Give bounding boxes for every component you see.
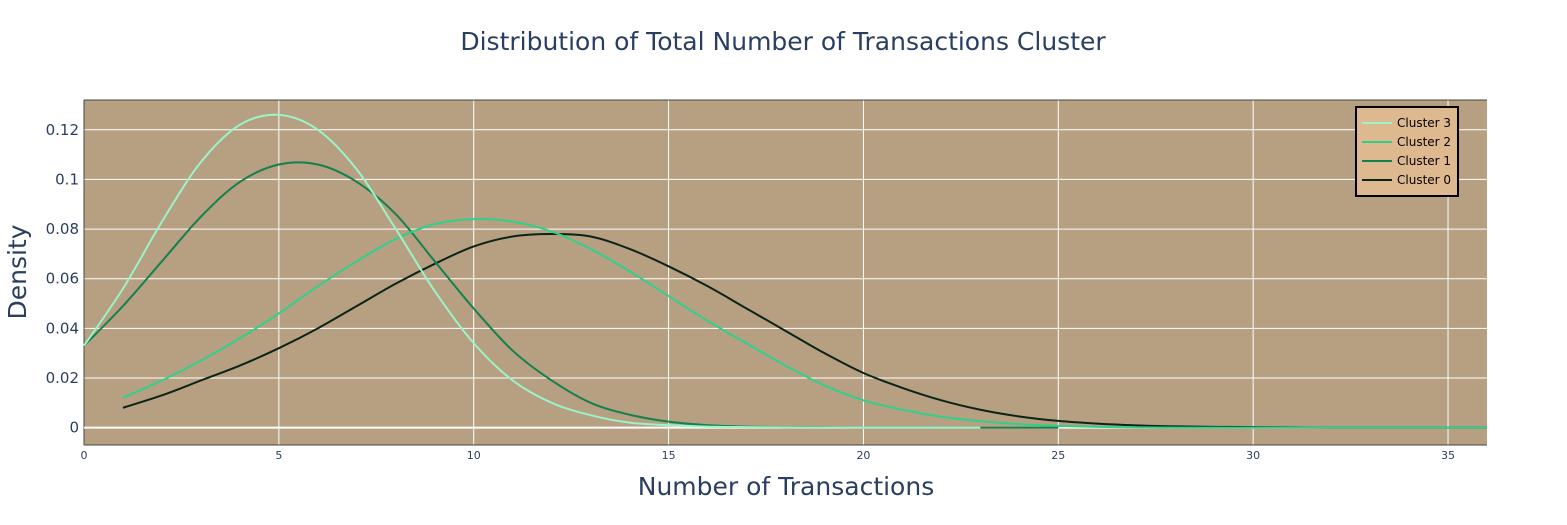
y-tick-label: 0.04 bbox=[46, 319, 79, 337]
series-line-cluster-2 bbox=[122, 218, 1487, 429]
series-group bbox=[83, 113, 1487, 429]
x-tick-labels: 0 5 10 15 20 25 30 35 bbox=[81, 449, 1456, 462]
chart-title: Distribution of Total Number of Transact… bbox=[460, 27, 1106, 56]
legend-item-cluster-0[interactable]: Cluster 0 bbox=[1362, 173, 1451, 187]
y-tick-labels: 0 0.02 0.04 0.06 0.08 0.1 0.12 bbox=[46, 121, 79, 437]
legend-label: Cluster 3 bbox=[1397, 116, 1451, 130]
legend-label: Cluster 1 bbox=[1397, 154, 1451, 168]
y-tick-label: 0.12 bbox=[46, 121, 79, 139]
legend-label: Cluster 0 bbox=[1397, 173, 1451, 187]
legend-item-cluster-2[interactable]: Cluster 2 bbox=[1362, 135, 1451, 149]
legend[interactable]: Cluster 3 Cluster 2 Cluster 1 Cluster 0 bbox=[1355, 106, 1459, 197]
x-tick-label: 20 bbox=[856, 449, 870, 462]
x-tick-label: 5 bbox=[275, 449, 282, 462]
y-axis-title: Density bbox=[3, 224, 32, 319]
plot-area bbox=[84, 100, 1487, 445]
x-axis-title: Number of Transactions bbox=[638, 472, 934, 501]
x-tick-label: 10 bbox=[467, 449, 481, 462]
legend-item-cluster-1[interactable]: Cluster 1 bbox=[1362, 154, 1451, 168]
y-tick-label: 0.06 bbox=[46, 270, 79, 288]
y-tick-label: 0.02 bbox=[46, 369, 79, 387]
y-tick-label: 0 bbox=[69, 419, 79, 437]
legend-box bbox=[1355, 106, 1459, 197]
y-tick-label: 0.08 bbox=[46, 220, 79, 238]
x-tick-label: 0 bbox=[81, 449, 88, 462]
legend-item-cluster-3[interactable]: Cluster 3 bbox=[1362, 116, 1451, 130]
x-tick-label: 30 bbox=[1246, 449, 1260, 462]
grid bbox=[83, 99, 1487, 446]
series-line-cluster-3 bbox=[83, 113, 981, 429]
legend-label: Cluster 2 bbox=[1397, 135, 1451, 149]
x-tick-label: 35 bbox=[1441, 449, 1455, 462]
y-tick-label: 0.1 bbox=[55, 170, 79, 188]
x-tick-label: 25 bbox=[1051, 449, 1065, 462]
x-tick-label: 15 bbox=[662, 449, 676, 462]
